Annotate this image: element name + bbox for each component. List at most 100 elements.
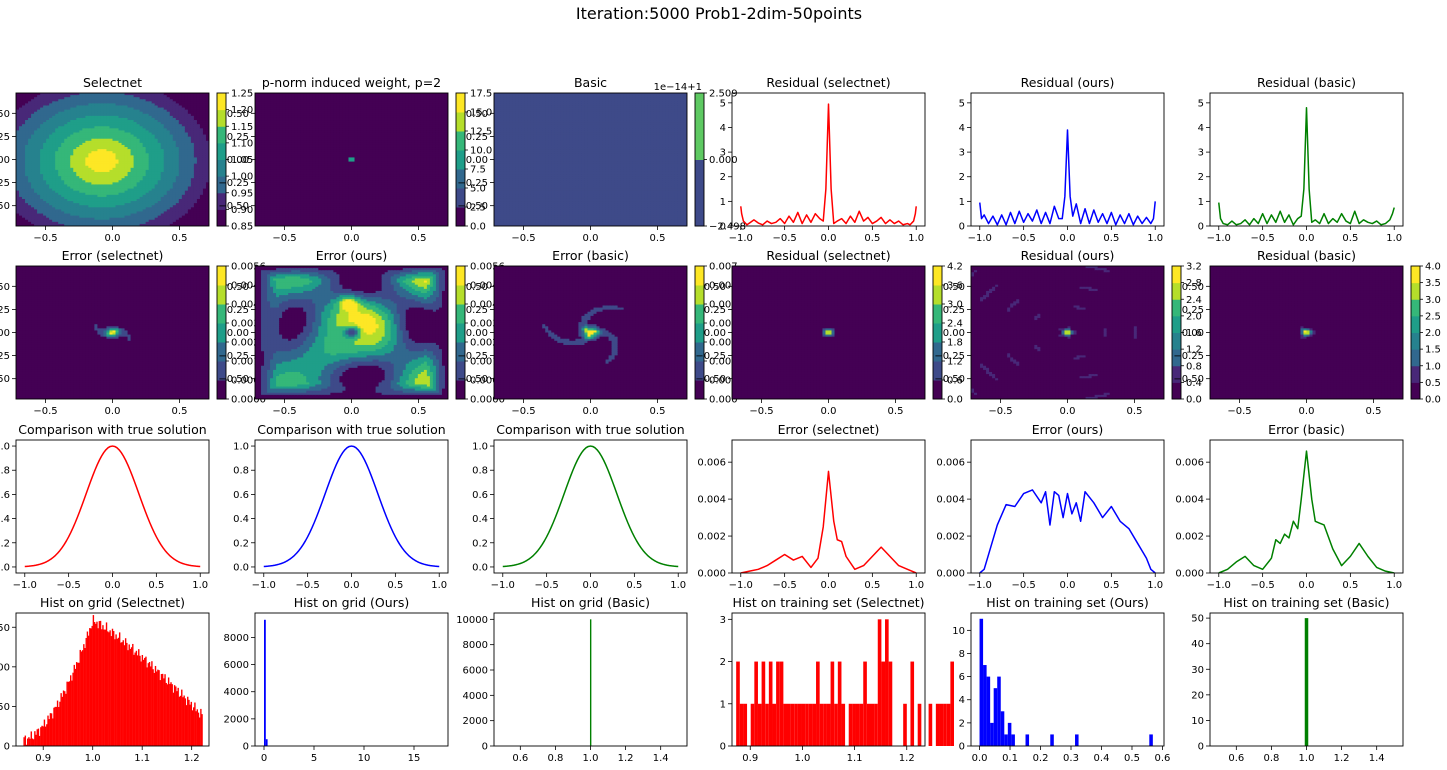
contour-cell [196,180,201,183]
contour-cell [193,122,198,125]
contour-cell [175,207,180,210]
contour-cell [58,203,62,206]
contour-cell [55,209,59,213]
contour-cell [160,155,165,159]
contour-cell [196,147,201,150]
contour-cell [202,153,207,156]
contour-cell [175,196,180,200]
contour-cell [139,217,144,221]
contour-cell [142,217,147,221]
contour-cell [94,194,99,198]
contour-cell [148,205,153,208]
contour-cell [121,161,126,165]
contour-cell [58,132,62,136]
contour-cell [22,167,26,171]
contour-cell [139,176,144,179]
contour-cell [205,144,209,148]
contour-cell [115,176,120,179]
contour-cell [61,205,65,208]
contour-cell [199,192,204,196]
contour-cell [163,132,168,136]
contour-cell [270,174,274,177]
contour-cell [184,103,189,107]
contour-cell [196,157,201,161]
contour-cell [267,211,271,215]
contour-cell [285,163,289,167]
contour-cell [181,153,186,156]
contour-cell [37,178,41,181]
contour-cell [279,151,283,154]
contour-cell [64,155,68,159]
contour-cell [100,207,105,210]
contour-cell [279,201,283,204]
contour-cell [130,190,135,194]
contour-cell [288,151,292,154]
contour-cell [100,95,105,98]
contour-cell [288,140,292,144]
contour-cell [154,223,159,226]
contour-cell [34,219,38,223]
contour-cell [127,153,132,156]
contour-cell [199,115,204,119]
contour-cell [151,97,156,100]
contour-cell [142,142,147,146]
contour-cell [258,184,262,188]
contour-cell [34,161,38,165]
contour-cell [25,171,29,175]
contour-cell [91,111,96,115]
contour-cell [31,105,35,109]
contour-cell [273,134,277,138]
contour-cell [199,221,204,225]
contour-cell [112,167,117,171]
contour-cell [157,213,162,217]
contour-cell [22,203,26,206]
contour-cell [163,223,168,226]
contour-cell [163,219,168,223]
contour-cell [100,217,105,221]
contour-cell [28,159,32,163]
contour-cell [133,138,138,142]
contour-cell [103,109,108,113]
contour-cell [264,171,268,175]
contour-cell [40,167,44,171]
contour-cell [282,130,286,134]
contour-cell [34,134,38,138]
contour-cell [76,209,80,213]
contour-cell [160,140,165,144]
contour-cell [196,101,201,104]
contour-cell [49,221,53,225]
contour-cell [124,223,129,226]
contour-cell [255,184,259,188]
contour-cell [109,211,114,215]
contour-cell [73,209,77,213]
contour-cell [43,211,47,215]
contour-cell [273,124,277,127]
contour-cell [82,95,86,98]
contour-cell [136,161,141,165]
contour-cell [124,211,129,215]
contour-cell [121,101,126,104]
contour-cell [43,188,47,192]
contour-cell [115,128,120,132]
contour-cell [172,149,177,152]
contour-cell [255,201,259,204]
contour-cell [136,153,141,156]
contour-cell [103,217,108,221]
contour-cell [49,153,53,156]
contour-cell [166,111,171,115]
contour-cell [124,93,129,96]
contour-cell [202,169,207,173]
contour-cell [130,147,135,150]
contour-cell [73,174,77,177]
contour-cell [115,215,120,219]
contour-cell [121,205,126,208]
contour-cell [106,130,111,134]
contour-cell [40,188,44,192]
contour-cell [88,192,92,196]
contour-cell [175,155,180,159]
contour-cell [70,184,74,188]
contour-cell [196,130,201,134]
contour-cell [31,190,35,194]
contour-cell [273,178,277,181]
contour-cell [267,149,271,152]
